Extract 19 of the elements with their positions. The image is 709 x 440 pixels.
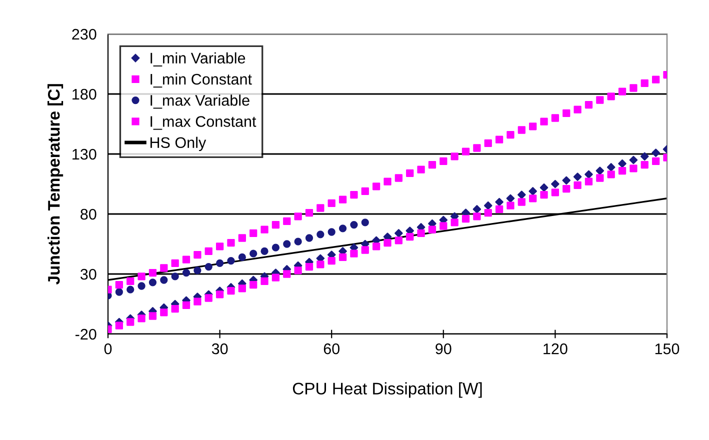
y-tick-label: -20	[75, 328, 96, 340]
y-tick-label: 130	[72, 148, 96, 160]
x-tick-label: 120	[544, 343, 568, 354]
x-tick-label: 60	[324, 343, 340, 354]
x-tick-label: 90	[436, 343, 452, 354]
legend-label: I_min Variable	[150, 52, 246, 66]
legend-label: I_min Constant	[150, 73, 252, 88]
x-tick-label: 30	[212, 343, 228, 354]
x-tick-label: 150	[655, 343, 680, 354]
legend-label: HS Only	[150, 136, 206, 152]
y-tick-label: 80	[80, 208, 96, 220]
x-tick-label: 0	[104, 343, 112, 354]
y-tick-label: 30	[80, 268, 96, 280]
y-axis-title: Junction Temperature [C]	[48, 84, 64, 285]
x-axis-title: CPU Heat Dissipation [W]	[292, 382, 482, 398]
legend-label: I_max Variable	[150, 94, 250, 109]
y-tick-label: 230	[72, 28, 96, 40]
legend-label: I_max Constant	[150, 116, 256, 130]
y-tick-label: 180	[72, 88, 96, 100]
